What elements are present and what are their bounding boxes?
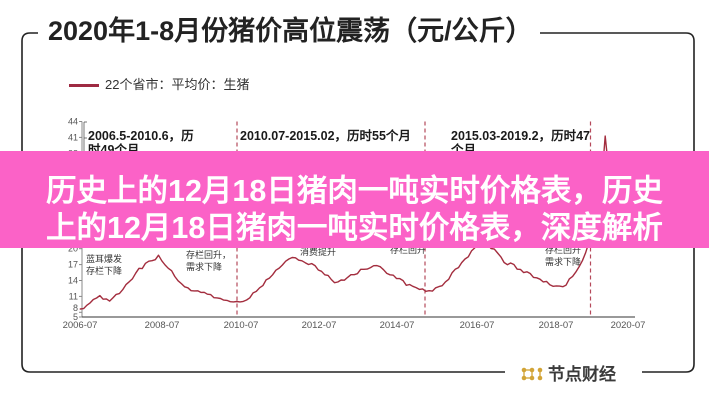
svg-text:2018-07: 2018-07: [539, 320, 574, 331]
svg-text:需求下降: 需求下降: [545, 256, 581, 267]
svg-text:存栏回升，: 存栏回升，: [186, 249, 231, 260]
svg-text:11: 11: [69, 291, 78, 301]
svg-text:14: 14: [68, 276, 78, 286]
svg-text:2008-07: 2008-07: [145, 320, 180, 331]
svg-text:2010-07: 2010-07: [224, 320, 259, 331]
svg-text:41: 41: [68, 132, 78, 142]
svg-text:2006.5-2010.6，历: 2006.5-2010.6，历: [88, 129, 194, 143]
svg-text:17: 17: [68, 260, 78, 270]
svg-text:44: 44: [68, 117, 78, 127]
svg-text:2006-07: 2006-07: [63, 320, 98, 331]
svg-text:2015.03-2019.2，历时47: 2015.03-2019.2，历时47: [451, 128, 590, 143]
svg-text:蓝耳爆发: 蓝耳爆发: [86, 253, 122, 264]
svg-text:存栏下降: 存栏下降: [86, 265, 122, 276]
svg-text:需求下降: 需求下降: [186, 261, 222, 272]
svg-text:2016-07: 2016-07: [460, 320, 495, 331]
svg-text:2010.07-2015.02，历时55个月: 2010.07-2015.02，历时55个月: [240, 128, 411, 143]
svg-text:2020-07: 2020-07: [611, 320, 646, 331]
svg-text:2012-07: 2012-07: [302, 320, 337, 331]
svg-text:2014-07: 2014-07: [380, 320, 415, 331]
